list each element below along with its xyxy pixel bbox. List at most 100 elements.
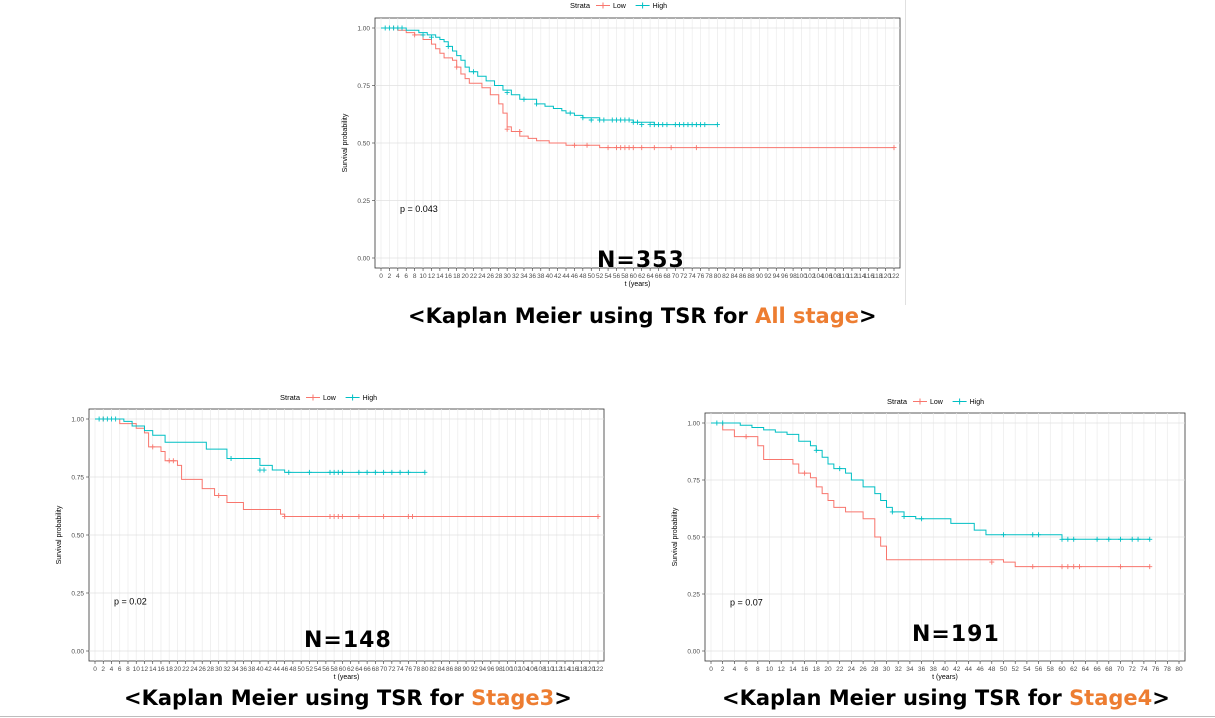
x-tick-label: 26 <box>487 273 495 280</box>
x-tick-label: 72 <box>1129 666 1137 673</box>
x-tick-label: 96 <box>487 666 495 673</box>
x-tick-label: 112 <box>552 666 563 673</box>
caption-suffix: > <box>554 686 572 710</box>
x-tick-label: 46 <box>976 666 984 673</box>
censor-mark-high <box>672 122 678 128</box>
x-tick-label: 34 <box>906 666 914 673</box>
x-tick-label: 28 <box>871 666 879 673</box>
x-tick-label: 68 <box>663 273 671 280</box>
x-tick-label: 74 <box>1140 666 1148 673</box>
x-tick-label: 86 <box>739 273 747 280</box>
x-tick-label: 118 <box>576 666 587 673</box>
y-tick-label: 0.50 <box>357 141 370 148</box>
x-tick-label: 122 <box>889 273 900 280</box>
censor-mark-high <box>580 115 586 121</box>
censor-mark-low <box>409 513 415 519</box>
legend-title: Strata <box>280 393 301 402</box>
x-tick-label: 30 <box>504 273 512 280</box>
x-tick-label: 76 <box>405 666 413 673</box>
x-tick-label: 66 <box>1093 666 1101 673</box>
censor-mark-low <box>1065 564 1071 570</box>
x-tick-label: 120 <box>880 273 891 280</box>
legend-title: Strata <box>570 1 591 10</box>
x-tick-label: 6 <box>118 666 122 673</box>
km-plot-stage3: 0.000.250.500.751.000 2 4 6 8 10 12 14 16 18 20 22 2… <box>56 393 605 681</box>
censor-mark-high <box>622 117 628 123</box>
x-tick-label: 110 <box>838 273 849 280</box>
censor-mark-high <box>1135 536 1141 542</box>
x-tick-label: 108 <box>830 273 841 280</box>
x-tick-label: 24 <box>478 273 486 280</box>
censor-mark-low <box>170 458 176 464</box>
x-tick-label: 36 <box>529 273 537 280</box>
caption-stage3: <Kaplan Meier using TSR for Stage3> <box>124 686 572 710</box>
x-tick-label: 20 <box>824 666 832 673</box>
censor-mark-high <box>261 467 267 473</box>
censor-mark-low <box>1077 564 1083 570</box>
censor-mark-high <box>1071 536 1077 542</box>
censor-mark-high <box>677 122 683 128</box>
censor-mark-high <box>689 122 695 128</box>
x-tick-label: 78 <box>705 273 713 280</box>
y-tick-label: 0.75 <box>357 83 370 90</box>
censor-mark-high <box>664 122 670 128</box>
censor-mark-low <box>743 434 749 440</box>
censor-mark-high <box>420 32 426 38</box>
x-tick-label: 54 <box>314 666 322 673</box>
x-tick-label: 114 <box>560 666 571 673</box>
x-tick-label: 122 <box>593 666 604 673</box>
x-tick-label: 48 <box>579 273 587 280</box>
censor-mark-high <box>405 469 411 475</box>
censor-mark-low <box>639 145 645 151</box>
x-tick-label: 52 <box>596 273 604 280</box>
x-tick-label: 50 <box>298 666 306 673</box>
x-tick-label: 32 <box>512 273 520 280</box>
sample-size-label: N=353 <box>597 248 685 273</box>
x-tick-label: 80 <box>714 273 722 280</box>
km-chart-stage4: 0.00 0.25 0.50 0.75 1.00 0 2 4 6 8 10 12 14 16 18 20 22 2… <box>672 390 1200 685</box>
x-tick-label: 98 <box>495 666 503 673</box>
x-tick-label: 60 <box>630 273 638 280</box>
x-tick-label: 2 <box>721 666 725 673</box>
x-tick-label: 36 <box>240 666 248 673</box>
x-tick-label: 44 <box>562 273 570 280</box>
censor-mark-high <box>1118 536 1123 542</box>
x-tick-label: 90 <box>756 273 764 280</box>
x-tick-label: 24 <box>190 666 198 673</box>
x-tick-label: 74 <box>689 273 697 280</box>
x-tick-label: 110 <box>543 666 554 673</box>
x-axis-label: t (years) <box>625 281 651 288</box>
x-tick-label: 16 <box>157 666 165 673</box>
censor-mark-high <box>656 122 662 128</box>
y-axis-label: Survival probability <box>672 507 679 566</box>
p-value-label: p = 0.07 <box>730 597 763 607</box>
x-tick-label: 22 <box>470 273 478 280</box>
x-tick-label: 28 <box>207 666 215 673</box>
x-tick-label: 104 <box>518 666 529 673</box>
censor-mark-high <box>471 69 477 75</box>
censor-mark-high <box>389 469 395 475</box>
censor-mark-high <box>395 25 401 31</box>
km-curve-high <box>95 418 425 473</box>
x-tick-label: 66 <box>655 273 663 280</box>
censor-mark-low <box>584 142 590 148</box>
x-tick-label: 84 <box>731 273 739 280</box>
censor-mark-high <box>422 469 428 475</box>
x-tick-label: 92 <box>471 666 479 673</box>
legend-key-cross <box>310 394 316 401</box>
x-tick-label: 36 <box>918 666 926 673</box>
x-tick-label: 24 <box>848 666 856 673</box>
caption-prefix: <Kaplan Meier using TSR for <box>722 686 1070 710</box>
x-tick-label: 54 <box>604 273 612 280</box>
x-tick-label: 66 <box>363 666 371 673</box>
x-tick-label: 56 <box>613 273 621 280</box>
x-tick-label: 40 <box>256 666 264 673</box>
censor-mark-high <box>889 509 895 515</box>
censor-mark-high <box>356 469 362 475</box>
censor-mark-high <box>1030 532 1036 538</box>
censor-mark-high <box>306 469 312 475</box>
x-tick-label: 114 <box>855 273 866 280</box>
x-tick-label: 0 <box>379 273 383 280</box>
x-tick-label: 2 <box>101 666 105 673</box>
censor-mark-high <box>714 420 720 426</box>
